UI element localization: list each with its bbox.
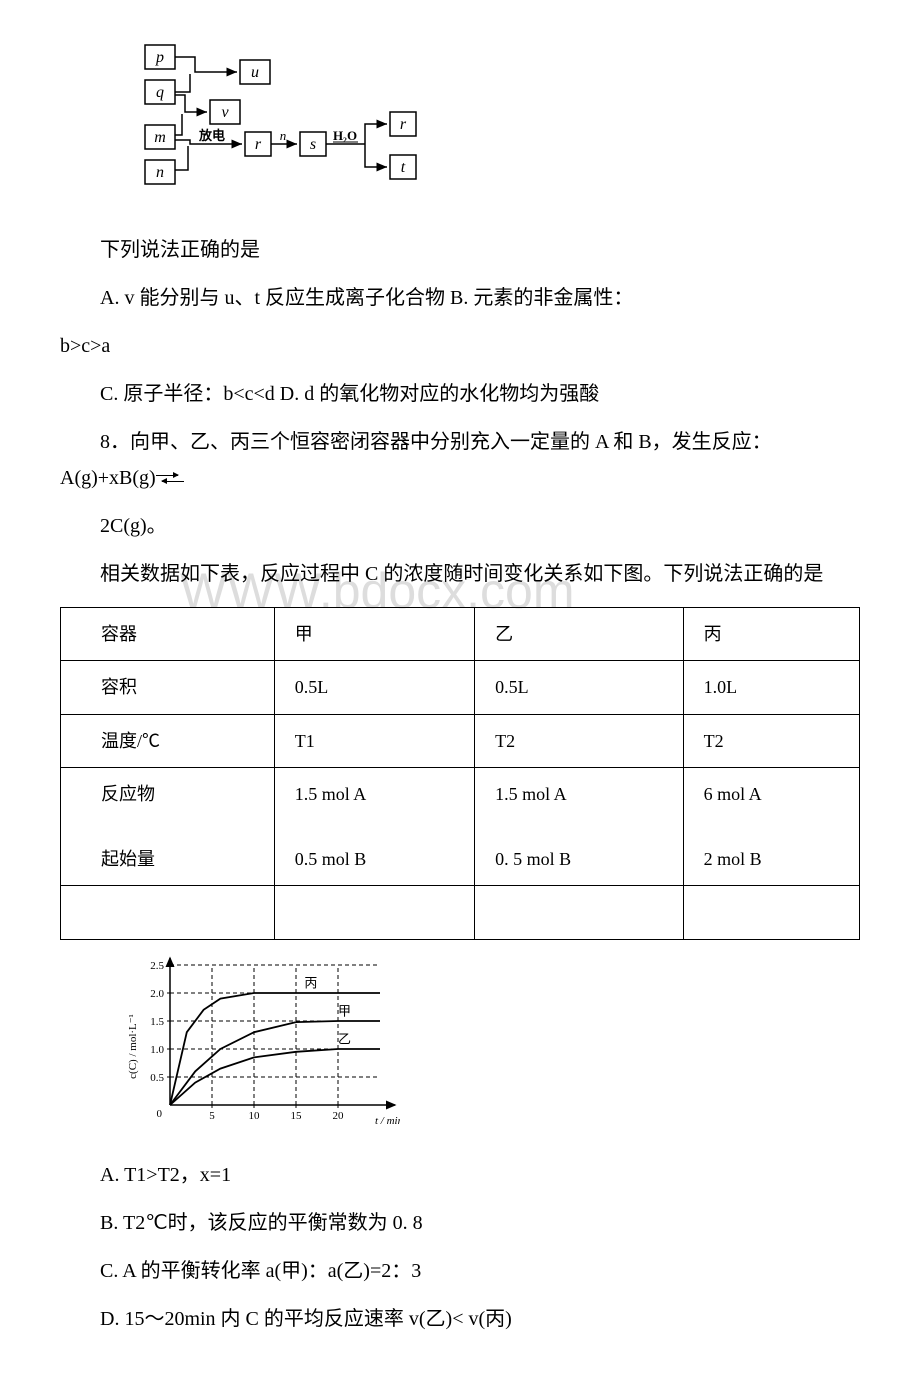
table-cell: 反应物 起始量 [61, 768, 275, 886]
table-cell [61, 886, 275, 939]
svg-text:n: n [280, 128, 287, 143]
svg-text:乙: 乙 [338, 1031, 351, 1046]
table-cell: 容积 [61, 661, 275, 714]
table-cell: 容器 [61, 608, 275, 661]
cell-text: 6 mol A [704, 784, 762, 804]
table-cell: 乙 [475, 608, 683, 661]
option-a: A. T1>T2，x=1 [60, 1157, 860, 1193]
svg-text:2.0: 2.0 [150, 988, 164, 1000]
flowchart-svg: p q m n u v r s r t [140, 40, 440, 200]
svg-text:n: n [156, 164, 164, 181]
option-ab-text: A. v 能分别与 u、t 反应生成离子化合物 B. 元素的非金属性： [100, 287, 633, 309]
q8-equation-end: 2C(g)。 [60, 508, 860, 544]
svg-text:t / min: t / min [375, 1115, 400, 1127]
table-cell [683, 886, 859, 939]
svg-text:5: 5 [209, 1110, 215, 1122]
table-cell: T2 [683, 714, 859, 767]
svg-text:1.0: 1.0 [150, 1044, 164, 1056]
table-row: 容器 甲 乙 丙 [61, 608, 860, 661]
svg-text:q: q [156, 84, 164, 101]
svg-text:甲: 甲 [338, 1003, 351, 1018]
table-row: 温度/℃ T1 T2 T2 [61, 714, 860, 767]
table-cell: 1.0L [683, 661, 859, 714]
concentration-chart: 0.5 1.0 1.5 2.0 2.5 5 10 15 20 0 丙甲乙 t / min c(C) / … [120, 955, 860, 1142]
svg-text:c(C) / mol·L⁻¹: c(C) / mol·L⁻¹ [127, 1014, 139, 1079]
q8-text: 8．向甲、乙、丙三个恒容密闭容器中分别充入一定量的 A 和 B，发生反应：A(g… [60, 431, 772, 489]
table-cell: 丙 [683, 608, 859, 661]
table-cell: 6 mol A 2 mol B [683, 768, 859, 886]
table-cell: 1.5 mol A 0.5 mol B [274, 768, 474, 886]
svg-text:2.5: 2.5 [150, 960, 164, 972]
svg-text:p: p [155, 49, 164, 66]
option-b: B. T2℃时，该反应的平衡常数为 0. 8 [60, 1205, 860, 1241]
svg-text:15: 15 [291, 1110, 303, 1122]
svg-text:u: u [251, 64, 259, 81]
svg-text:10: 10 [249, 1110, 261, 1122]
table-cell: 甲 [274, 608, 474, 661]
option-c-d: C. 原子半径：b<c<d D. d 的氧化物对应的水化物均为强酸 [60, 376, 860, 412]
option-c: C. A 的平衡转化率 a(甲)：a(乙)=2：3 [60, 1253, 860, 1289]
cell-text: 反应物 [101, 784, 155, 804]
svg-text:H₂O: H₂O [333, 128, 357, 143]
svg-text:20: 20 [333, 1110, 345, 1122]
q8-desc: 相关数据如下表，反应过程中 C 的浓度随时间变化关系如下图。下列说法正确的是 [60, 556, 860, 592]
table-cell: 0.5L [274, 661, 474, 714]
table-cell [475, 886, 683, 939]
data-table: 容器 甲 乙 丙 容积 0.5L 0.5L 1.0L 温度/℃ T1 T2 T2… [60, 607, 860, 940]
svg-text:t: t [401, 159, 406, 176]
table-row: 反应物 起始量 1.5 mol A 0.5 mol B 1.5 mol A 0.… [61, 768, 860, 886]
table-cell: T1 [274, 714, 474, 767]
cell-text: 0. 5 mol B [495, 849, 571, 869]
table-row: 容积 0.5L 0.5L 1.0L [61, 661, 860, 714]
table-cell: 1.5 mol A 0. 5 mol B [475, 768, 683, 886]
svg-text:0.5: 0.5 [150, 1072, 164, 1084]
option-b-cont: b>c>a [60, 328, 860, 364]
svg-text:1.5: 1.5 [150, 1016, 164, 1028]
chart-svg: 0.5 1.0 1.5 2.0 2.5 5 10 15 20 0 丙甲乙 t / min c(C) / … [120, 955, 400, 1130]
cell-text: 0.5 mol B [295, 849, 367, 869]
cell-text: 1.5 mol A [295, 784, 367, 804]
table-row-empty [61, 886, 860, 939]
option-d: D. 15～20min 内 C 的平均反应速率 v(乙)< v(丙) [60, 1301, 860, 1337]
flowchart-diagram: p q m n u v r s r t [140, 40, 860, 212]
svg-text:m: m [154, 129, 166, 146]
cell-text: 起始量 [101, 849, 155, 869]
svg-text:丙: 丙 [304, 975, 317, 990]
table-cell [274, 886, 474, 939]
svg-text:s: s [310, 136, 316, 153]
svg-text:r: r [255, 136, 262, 153]
svg-text:v: v [221, 104, 229, 121]
cell-text: 1.5 mol A [495, 784, 567, 804]
paragraph-intro: 下列说法正确的是 [60, 232, 860, 268]
svg-text:r: r [400, 116, 407, 133]
option-a-b: A. v 能分别与 u、t 反应生成离子化合物 B. 元素的非金属性： [60, 280, 860, 316]
svg-text:放电: 放电 [198, 128, 225, 143]
table-cell: 温度/℃ [61, 714, 275, 767]
table-cell: T2 [475, 714, 683, 767]
table-cell: 0.5L [475, 661, 683, 714]
question-8: 8．向甲、乙、丙三个恒容密闭容器中分别充入一定量的 A 和 B，发生反应：A(g… [60, 424, 860, 496]
cell-text: 2 mol B [704, 849, 762, 869]
svg-text:0: 0 [157, 1108, 163, 1120]
